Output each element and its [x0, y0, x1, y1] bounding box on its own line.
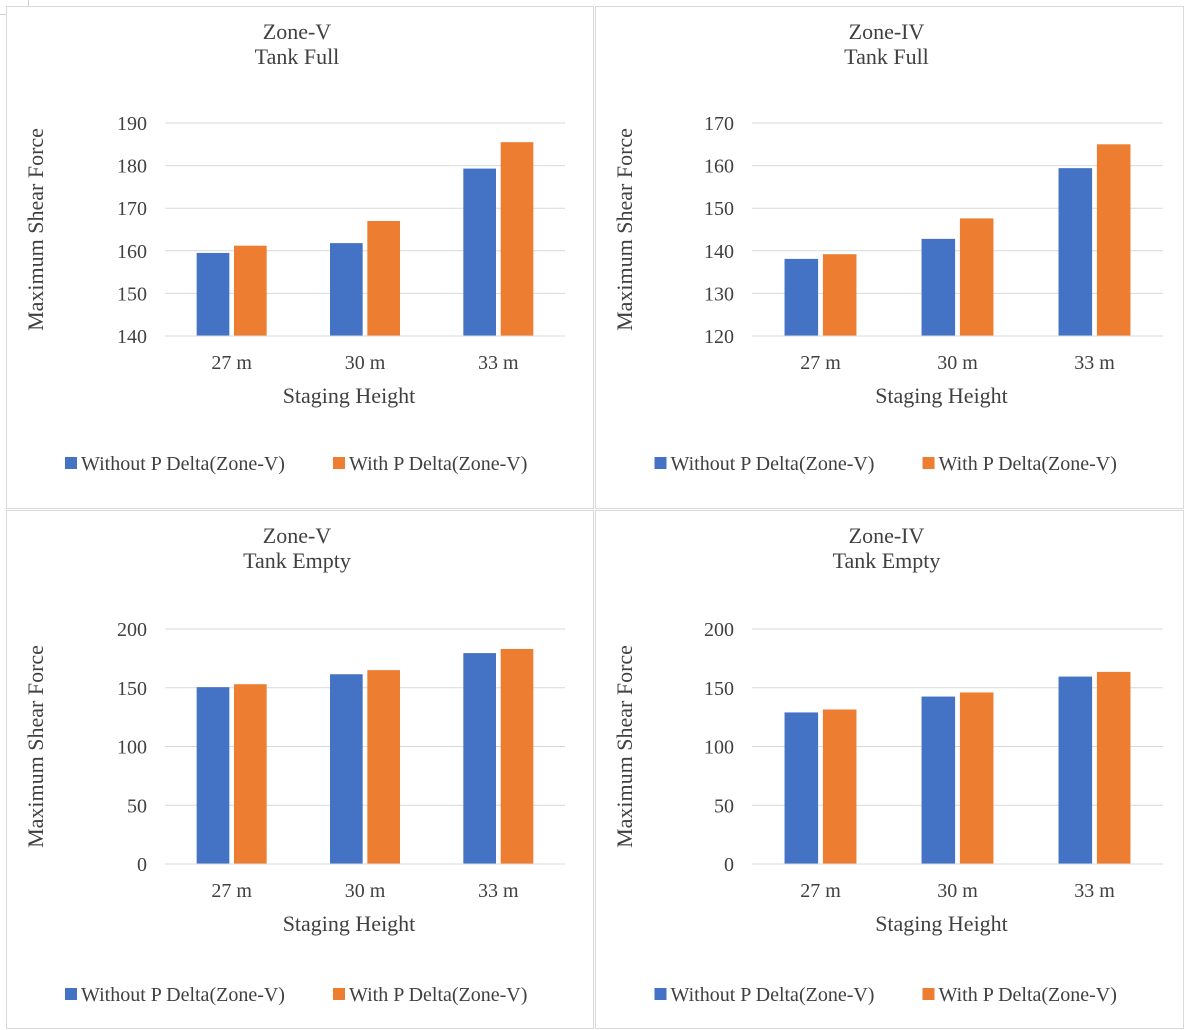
x-tick-label: 27 m: [211, 352, 252, 374]
chart-title-line2: Tank Full: [255, 44, 340, 69]
legend-swatch-with-p-delta: [922, 988, 935, 1000]
bar-with-p-delta: [959, 692, 994, 864]
legend-label-with-p-delta: With P Delta(Zone-V): [349, 453, 527, 475]
x-axis-label: Staging Height: [283, 911, 416, 936]
bar-without-p-delta: [196, 687, 230, 864]
chart-panel-zone-v-tank-empty: Zone-V Tank Empty 0 50 100 150 200 Maximum Shea…: [6, 510, 594, 1029]
y-tick-label: 160: [117, 241, 147, 263]
y-tick-label: 130: [704, 283, 734, 305]
x-axis-label: Staging Height: [283, 383, 416, 408]
legend-swatch-with-p-delta: [333, 457, 345, 469]
bar-with-p-delta: [234, 684, 267, 864]
bar-with-p-delta: [367, 220, 400, 336]
y-tick-label: 50: [714, 795, 734, 817]
legend-swatch-with-p-delta: [922, 457, 935, 469]
y-tick-label: 190: [117, 113, 147, 135]
y-tick-label: 150: [704, 198, 734, 220]
legend-label-without-p-delta: Without P Delta(Zone-V): [671, 984, 875, 1006]
bar-without-p-delta: [921, 696, 956, 864]
x-tick-label: 30 m: [937, 352, 978, 374]
bar-with-p-delta: [234, 245, 267, 336]
x-tick-label: 33 m: [478, 880, 519, 902]
bar-with-p-delta: [1096, 144, 1131, 336]
bar-without-p-delta: [463, 653, 496, 864]
x-tick-label: 33 m: [1074, 352, 1115, 374]
bar-without-p-delta: [921, 238, 956, 336]
legend-label-with-p-delta: With P Delta(Zone-V): [939, 453, 1117, 475]
bar-with-p-delta: [822, 254, 857, 336]
y-tick-label: 120: [704, 326, 734, 348]
y-tick-label: 160: [704, 156, 734, 178]
bar-with-p-delta: [1096, 671, 1131, 864]
chart-title-line1: Zone-V: [263, 523, 332, 548]
chart-panel-zone-v-tank-full: Zone-V Tank Full 140 150 160 170 180 190 Maximum…: [6, 6, 594, 509]
y-tick-label: 200: [117, 619, 147, 641]
y-tick-label: 150: [117, 283, 147, 305]
y-tick-label: 0: [137, 854, 147, 876]
bar-with-p-delta: [500, 142, 534, 336]
y-tick-label: 180: [117, 156, 147, 178]
y-tick-label: 140: [117, 326, 147, 348]
x-tick-label: 30 m: [345, 880, 386, 902]
bar-with-p-delta: [367, 670, 400, 864]
bar-without-p-delta: [463, 168, 496, 336]
y-tick-label: 100: [704, 737, 734, 759]
bar-without-p-delta: [1058, 676, 1093, 864]
x-tick-label: 33 m: [1074, 880, 1115, 902]
x-tick-label: 33 m: [478, 352, 519, 374]
bar-without-p-delta: [784, 258, 819, 336]
legend-swatch-without-p-delta: [65, 457, 77, 469]
x-tick-label: 30 m: [345, 352, 386, 374]
y-axis-label: Maximum Shear Force: [612, 128, 637, 331]
legend-swatch-without-p-delta: [654, 988, 667, 1000]
x-axis-label: Staging Height: [875, 911, 1008, 936]
legend-swatch-with-p-delta: [333, 988, 345, 1000]
legend-swatch-without-p-delta: [654, 457, 667, 469]
x-tick-label: 27 m: [800, 352, 841, 374]
y-tick-label: 100: [117, 737, 147, 759]
legend-label-without-p-delta: Without P Delta(Zone-V): [81, 453, 285, 475]
x-tick-label: 30 m: [937, 880, 978, 902]
y-tick-label: 150: [117, 678, 147, 700]
legend-swatch-without-p-delta: [65, 988, 77, 1000]
y-tick-label: 0: [724, 854, 734, 876]
y-axis-label: Maximum Shear Force: [612, 645, 637, 848]
chart-panel-zone-iv-tank-full: Zone-IV Tank Full 120 130 140 150 160 170 Maximu…: [595, 6, 1184, 509]
bar-with-p-delta: [822, 709, 857, 864]
y-tick-label: 140: [704, 241, 734, 263]
x-axis-label: Staging Height: [875, 383, 1008, 408]
x-tick-label: 27 m: [211, 880, 252, 902]
chart-title-line1: Zone-V: [263, 19, 332, 44]
chart-title-line1: Zone-IV: [849, 19, 925, 44]
bar-without-p-delta: [196, 252, 230, 336]
bar-without-p-delta: [330, 674, 363, 864]
y-tick-label: 170: [117, 198, 147, 220]
x-tick-label: 27 m: [800, 880, 841, 902]
chart-title-line1: Zone-IV: [849, 523, 925, 548]
y-tick-label: 200: [704, 619, 734, 641]
legend-label-with-p-delta: With P Delta(Zone-V): [349, 984, 527, 1006]
chart-panel-zone-iv-tank-empty: Zone-IV Tank Empty 0 50 100 150 200 Maximum She…: [595, 510, 1184, 1029]
bar-with-p-delta: [500, 648, 534, 864]
legend-label-without-p-delta: Without P Delta(Zone-V): [671, 453, 875, 475]
y-axis-label: Maximum Shear Force: [23, 128, 48, 331]
legend-label-with-p-delta: With P Delta(Zone-V): [939, 984, 1117, 1006]
legend-label-without-p-delta: Without P Delta(Zone-V): [81, 984, 285, 1006]
bar-without-p-delta: [1058, 168, 1093, 336]
bar-without-p-delta: [784, 712, 819, 864]
chart-title-line2: Tank Full: [844, 44, 929, 69]
y-tick-label: 150: [704, 678, 734, 700]
y-axis-label: Maximum Shear Force: [23, 645, 48, 848]
y-tick-label: 170: [704, 113, 734, 135]
chart-title-line2: Tank Empty: [833, 548, 941, 573]
bar-without-p-delta: [330, 243, 363, 336]
bar-with-p-delta: [959, 218, 994, 336]
y-tick-label: 50: [127, 795, 147, 817]
chart-title-line2: Tank Empty: [243, 548, 351, 573]
